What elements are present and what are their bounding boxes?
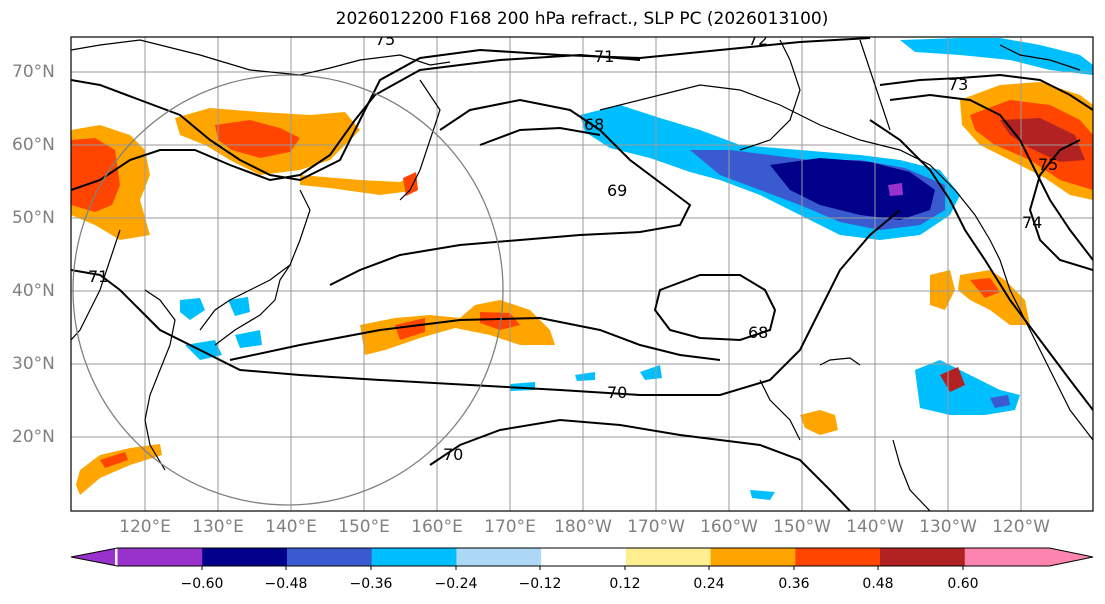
lon-label: 130°E xyxy=(192,517,244,537)
colorbar-segment xyxy=(286,548,373,566)
lat-label: 50°N xyxy=(12,208,55,228)
colorbar-tick-label: 0.36 xyxy=(778,576,810,592)
contour-label: 68 xyxy=(748,323,768,342)
colorbar-tick-label: 0.12 xyxy=(609,576,641,592)
slp-contours xyxy=(71,37,1093,511)
map-title: 2026012200 F168 200 hPa refract., SLP PC… xyxy=(335,9,829,29)
lon-label: 140°E xyxy=(265,517,317,537)
contour-label: 75 xyxy=(1038,155,1058,174)
colorbar-segment xyxy=(710,548,796,566)
contour-label: 74 xyxy=(1022,213,1042,232)
colorbar-extend-max xyxy=(1049,548,1093,566)
colorbar-outline xyxy=(70,547,1094,567)
colorbar-segment xyxy=(880,548,966,566)
lat-label: 60°N xyxy=(12,135,55,155)
contour-label: 71 xyxy=(594,47,614,66)
lon-label: 150°E xyxy=(338,517,390,537)
lon-label: 160°E xyxy=(411,517,463,537)
lon-label: 120°E xyxy=(119,517,171,537)
colorbar-tick-label: −0.48 xyxy=(264,576,308,592)
lat-label: 40°N xyxy=(12,281,55,301)
contour-label: 70 xyxy=(607,383,627,402)
refractivity-shading xyxy=(71,38,1093,500)
contour-label: 69 xyxy=(607,181,627,200)
map-frame xyxy=(70,36,1094,512)
contour-labels: 75 72 71 73 68 69 75 74 71 68 70 70 xyxy=(88,30,1058,464)
lon-label: 120°W xyxy=(992,517,1050,537)
lon-label: 130°W xyxy=(919,517,977,537)
colorbar-segment xyxy=(456,548,542,566)
colorbar-segment xyxy=(625,548,712,566)
contour-label: 72 xyxy=(748,30,768,49)
graticule xyxy=(71,37,1093,511)
colorbar-tick-label: −0.36 xyxy=(349,576,393,592)
lon-label: 150°W xyxy=(773,517,831,537)
contour-label: 71 xyxy=(88,267,108,286)
colorbar-segment xyxy=(795,548,881,566)
colorbar-segment xyxy=(117,548,203,566)
colorbar-segment xyxy=(541,548,627,566)
colorbar xyxy=(70,547,1094,570)
lon-label: 140°W xyxy=(846,517,904,537)
colorbar-segment xyxy=(964,548,1050,566)
colorbar-extend-min xyxy=(71,548,115,566)
contour-label: 75 xyxy=(375,30,395,49)
colorbar-tick-label: 0.48 xyxy=(862,576,894,592)
contour-label: 73 xyxy=(948,75,968,94)
lon-label: 160°W xyxy=(700,517,758,537)
contour-label: 68 xyxy=(584,115,604,134)
colorbar-tick-label: 0.60 xyxy=(947,576,979,592)
colorbar-tick-label: −0.12 xyxy=(518,576,562,592)
lat-label: 30°N xyxy=(12,354,55,374)
lat-label: 70°N xyxy=(12,62,55,82)
contour-label: 70 xyxy=(443,445,463,464)
coastlines xyxy=(71,39,1093,511)
lon-label: 170°W xyxy=(627,517,685,537)
colorbar-segment xyxy=(371,548,457,566)
lon-label: 180°W xyxy=(554,517,612,537)
colorbar-tick-label: −0.24 xyxy=(434,576,478,592)
colorbar-tick-label: −0.60 xyxy=(180,576,224,592)
range-circle xyxy=(72,74,504,506)
colorbar-segment xyxy=(202,548,288,566)
lon-label: 170°E xyxy=(484,517,536,537)
colorbar-tick-label: 0.24 xyxy=(693,576,725,592)
lat-label: 20°N xyxy=(12,427,55,447)
